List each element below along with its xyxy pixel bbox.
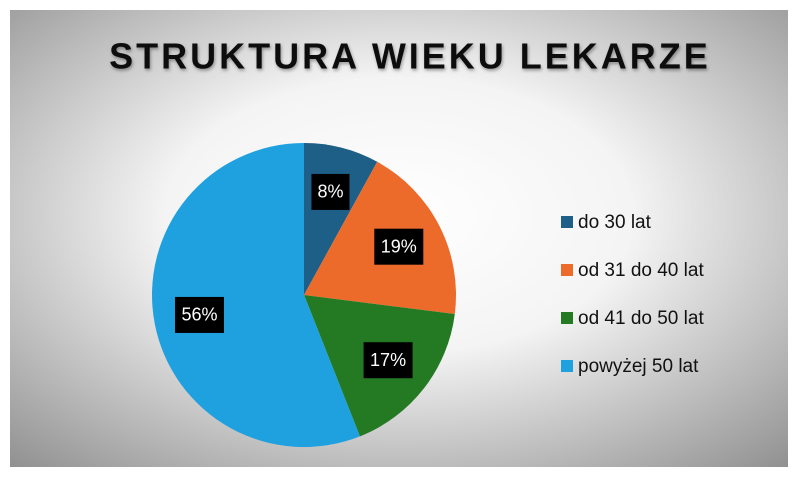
legend-swatch	[561, 360, 573, 372]
chart-title: STRUKTURA WIEKU LEKARZE	[109, 36, 711, 77]
legend-label: powyżej 50 lat	[578, 356, 699, 377]
legend-swatch	[561, 312, 573, 324]
data-label: 56%	[181, 305, 217, 325]
data-label-box	[311, 173, 350, 210]
pie	[152, 143, 456, 447]
legend-swatch	[561, 216, 573, 228]
legend-swatch	[561, 264, 573, 276]
legend-label: od 41 do 50 lat	[578, 308, 704, 329]
data-label-box	[363, 342, 413, 379]
data-label-box	[374, 228, 424, 265]
legend-label: do 30 lat	[578, 212, 652, 233]
legend-label: od 31 do 40 lat	[578, 260, 704, 281]
data-label-box	[174, 296, 224, 333]
legend: do 30 lat od 31 do 40 lat od 41 do 50 lat p…	[561, 212, 704, 377]
data-label: 17%	[370, 350, 406, 370]
pie-slice	[152, 143, 360, 447]
data-label: 8%	[317, 182, 343, 202]
data-label: 19%	[381, 236, 417, 256]
